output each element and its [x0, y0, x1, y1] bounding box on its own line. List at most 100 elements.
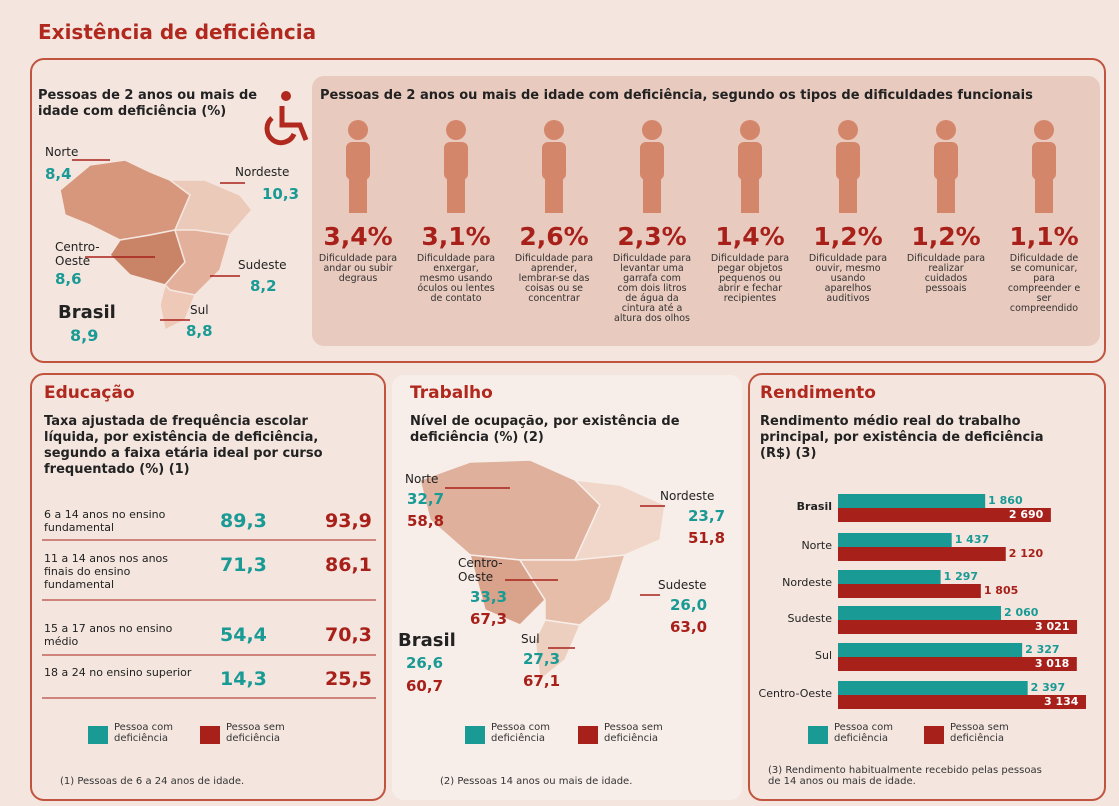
edu-row-label: 6 a 14 anos no ensino fundamental: [44, 508, 166, 534]
region-name: Sul: [521, 632, 540, 646]
icon-legs: [1035, 178, 1053, 213]
icon-legs: [937, 178, 955, 213]
legend-label: Pessoa sem deficiência: [950, 722, 1009, 744]
brasil-name: Brasil: [398, 630, 456, 651]
bar-value-label: 2 327: [1025, 643, 1060, 656]
work-sem: 51,8: [688, 529, 726, 547]
legend-label: Pessoa com deficiência: [114, 722, 174, 744]
category-label: Sudeste: [787, 612, 832, 625]
top-panel: [30, 58, 1106, 363]
icon-body: [1032, 142, 1056, 180]
icon-head: [544, 120, 564, 140]
icon-legs: [643, 178, 661, 213]
page-title: Existência de deficiência: [38, 20, 317, 44]
bar-value-label: 3 018: [1034, 657, 1070, 670]
icon-body: [444, 142, 468, 180]
region-name: Norte: [405, 472, 439, 486]
bar: [838, 494, 986, 508]
income-panel: [748, 373, 1106, 801]
map-title: Pessoas de 2 anos ou mais de idade com d…: [38, 88, 258, 119]
region-value: 8,2: [250, 277, 277, 295]
edu-sem: 25,5: [325, 668, 372, 690]
region-name: Nordeste: [660, 489, 715, 503]
bar: [838, 657, 1077, 671]
bar-value-label: 1 860: [988, 494, 1023, 507]
type-label: Dificuldade para realizar cuidados pesso…: [906, 253, 986, 294]
edu-com: 71,3: [220, 554, 267, 576]
edu-row-label: 11 a 14 anos nos anos finais do ensino f…: [44, 552, 168, 591]
brazil-map-2: [419, 459, 666, 682]
bar: [838, 533, 952, 547]
wheelchair-icon: [264, 91, 309, 146]
region-name: Centro-Oeste: [55, 240, 100, 268]
edu-title: Educação: [44, 383, 135, 403]
bar-value-label: 2 120: [1008, 547, 1044, 560]
edu-row-label: 18 a 24 no ensino superior: [44, 666, 192, 679]
icon-legs: [349, 178, 367, 213]
type-value: 3,4%: [323, 222, 393, 251]
bar: [838, 606, 1002, 620]
edu-subtitle: Taxa ajustada de frequência escolar líqu…: [44, 414, 323, 477]
type-label: Dificuldade para pegar objetos pequenos …: [710, 253, 790, 304]
work-com: 26,0: [670, 596, 708, 614]
legend-label: Pessoa com deficiência: [491, 722, 551, 744]
bar: [838, 681, 1028, 695]
types-panel: [312, 76, 1100, 346]
icon-head: [936, 120, 956, 140]
icon-body: [640, 142, 664, 180]
edu-com: 54,4: [220, 624, 267, 646]
legend-label: Pessoa sem deficiência: [604, 722, 663, 744]
type-value: 1,1%: [1009, 222, 1079, 251]
income-note: (3) Rendimento habitualmente recebido pe…: [768, 765, 1042, 787]
work-title: Trabalho: [410, 383, 493, 403]
brasil-name: Brasil: [58, 302, 116, 323]
brasil-value: 8,9: [70, 326, 99, 345]
edu-com: 14,3: [220, 668, 267, 690]
types-title: Pessoas de 2 anos ou mais de idade com d…: [320, 88, 1033, 103]
bar-value-label: 1 297: [943, 570, 979, 583]
work-com: 23,7: [688, 507, 726, 525]
icon-body: [738, 142, 762, 180]
icon-legs: [545, 178, 563, 213]
work-note: (2) Pessoas 14 anos ou mais de idade.: [440, 776, 633, 787]
work-sem: 67,3: [470, 610, 508, 628]
edu-com: 89,3: [220, 510, 267, 532]
bar-value-label: 1 437: [954, 533, 990, 546]
type-value: 1,2%: [813, 222, 883, 251]
work-subtitle: Nível de ocupação, por existência de def…: [410, 414, 680, 445]
work-sem: 67,1: [523, 672, 561, 690]
category-label: Brasil: [796, 500, 832, 513]
region-name: Centro-Oeste: [458, 556, 503, 584]
type-label: Dificuldade para aprender, lembrar-se da…: [514, 253, 594, 304]
income-subtitle: Rendimento médio real do trabalho princi…: [760, 414, 1044, 461]
icon-head: [740, 120, 760, 140]
edu-row-label: 15 a 17 anos no ensino médio: [44, 622, 173, 648]
icon-head: [348, 120, 368, 140]
type-value: 2,6%: [519, 222, 589, 251]
region-name: Nordeste: [235, 165, 290, 179]
leader-lines: [72, 159, 665, 649]
legend-swatch: [924, 726, 944, 744]
legend-swatch: [808, 726, 828, 744]
type-label: Dificuldade de se comunicar, para compre…: [1007, 253, 1081, 314]
bar-value-label: 3 021: [1035, 620, 1070, 633]
icon-head: [446, 120, 466, 140]
type-label: Dificuldade para andar ou subir degraus: [318, 253, 398, 284]
region-name: Sudeste: [658, 578, 707, 592]
bar-value-label: 3 134: [1044, 695, 1079, 708]
work-com: 27,3: [523, 650, 561, 668]
work-com: 32,7: [407, 490, 445, 508]
edu-sem: 70,3: [325, 624, 372, 646]
region-value: 8,4: [45, 165, 72, 183]
type-value: 2,3%: [617, 222, 687, 251]
type-value: 3,1%: [421, 222, 491, 251]
bar: [838, 620, 1078, 634]
work-sem: 60,7: [406, 677, 444, 695]
category-label: Centro-Oeste: [758, 687, 832, 700]
bar-value-label: 2 060: [1004, 606, 1039, 619]
bar: [838, 547, 1006, 561]
row-lines: [42, 539, 376, 699]
region-name: Sul: [190, 303, 209, 317]
type-label: Dificuldade para enxergar, mesmo usando …: [416, 253, 496, 304]
type-value: 1,2%: [911, 222, 981, 251]
